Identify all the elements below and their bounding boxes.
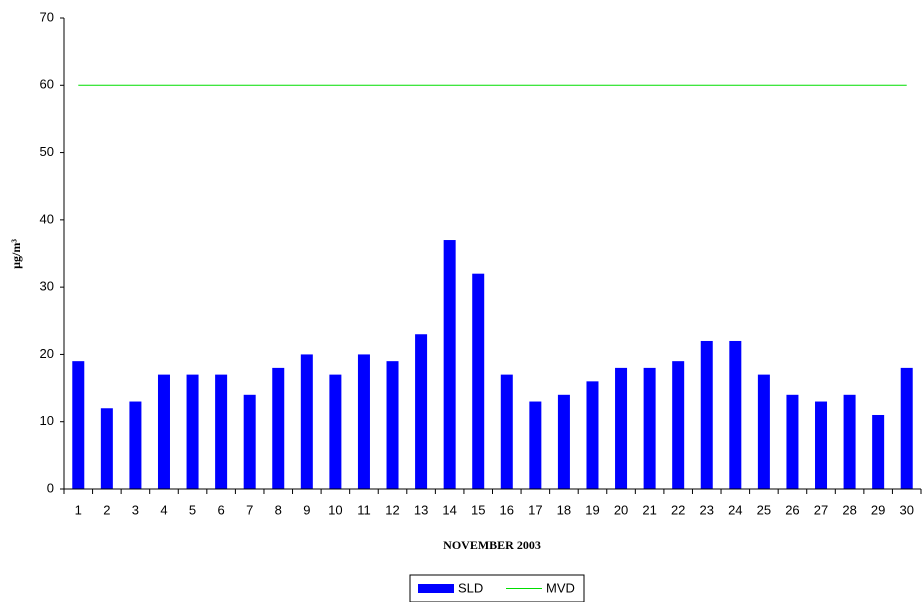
bar: [500, 374, 513, 489]
bar: [129, 401, 142, 489]
x-tick-label: 5: [189, 502, 196, 517]
x-tick-label: 25: [757, 502, 771, 517]
x-tick-label: 11: [357, 502, 371, 517]
x-tick-label: 21: [642, 502, 656, 517]
x-tick-label: 14: [442, 502, 456, 517]
x-tick-label: 13: [414, 502, 428, 517]
x-tick-label: 16: [500, 502, 514, 517]
y-tick-label: 40: [40, 211, 54, 226]
y-tick-label: 20: [40, 346, 54, 361]
x-tick-label: 12: [385, 502, 399, 517]
legend-label: SLD: [458, 580, 483, 595]
bar: [672, 361, 685, 489]
y-tick-label: 50: [40, 144, 54, 159]
bar: [357, 354, 370, 489]
y-tick-label: 0: [47, 480, 54, 495]
bar: [757, 374, 770, 489]
bar: [186, 374, 199, 489]
bar: [815, 401, 828, 489]
bar: [557, 394, 570, 489]
bar: [472, 273, 485, 489]
bar: [643, 367, 656, 489]
x-tick-label: 6: [217, 502, 224, 517]
x-tick-label: 19: [585, 502, 599, 517]
x-tick-label: 28: [842, 502, 856, 517]
x-tick-label: 20: [614, 502, 628, 517]
y-tick-label: 30: [40, 279, 54, 294]
y-tick-label: 10: [40, 413, 54, 428]
bar: [843, 394, 856, 489]
x-tick-label: 22: [671, 502, 685, 517]
x-tick-label: 24: [728, 502, 742, 517]
x-tick-label: 8: [275, 502, 282, 517]
bar: [100, 408, 113, 489]
bar: [529, 401, 542, 489]
x-tick-label: 23: [700, 502, 714, 517]
x-tick-label: 15: [471, 502, 485, 517]
bar: [215, 374, 228, 489]
bar: [729, 340, 742, 489]
bar: [786, 394, 799, 489]
x-tick-label: 7: [246, 502, 253, 517]
x-tick-label: 29: [871, 502, 885, 517]
bar: [872, 414, 885, 489]
bar: [300, 354, 313, 489]
bar: [157, 374, 170, 489]
x-tick-label: 4: [160, 502, 167, 517]
bar: [700, 340, 713, 489]
bar: [586, 381, 599, 489]
bar: [243, 394, 256, 489]
x-tick-label: 30: [899, 502, 913, 517]
bar: [72, 361, 85, 489]
x-tick-label: 18: [557, 502, 571, 517]
bar: [415, 334, 428, 489]
bar: [900, 367, 913, 489]
bar: [443, 240, 456, 489]
legend-swatch: [418, 584, 454, 593]
x-tick-label: 26: [785, 502, 799, 517]
x-tick-label: 9: [303, 502, 310, 517]
y-axis-label: µg/m³: [9, 239, 23, 269]
bar: [272, 367, 285, 489]
bar: [615, 367, 628, 489]
y-tick-label: 70: [40, 9, 54, 24]
x-tick-label: 27: [814, 502, 828, 517]
y-tick-label: 60: [40, 77, 54, 92]
bar: [329, 374, 342, 489]
legend-label: MVD: [546, 580, 575, 595]
x-axis-label: NOVEMBER 2003: [443, 538, 541, 552]
x-tick-label: 2: [103, 502, 110, 517]
x-tick-label: 1: [75, 502, 82, 517]
x-tick-label: 17: [528, 502, 542, 517]
x-tick-label: 10: [328, 502, 342, 517]
bar: [386, 361, 399, 489]
x-tick-label: 3: [132, 502, 139, 517]
